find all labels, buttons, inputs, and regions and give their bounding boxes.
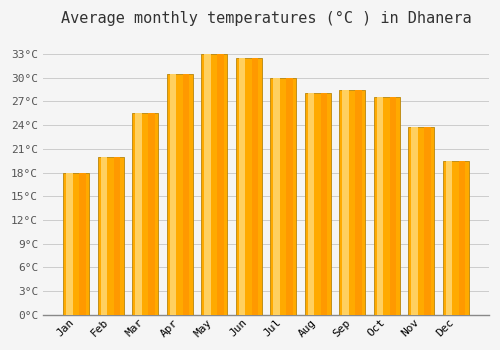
Bar — [274, 78, 280, 315]
Bar — [239, 58, 246, 315]
Bar — [321, 93, 328, 315]
Bar — [377, 97, 384, 315]
Bar — [459, 161, 466, 315]
Bar — [201, 54, 227, 315]
Bar — [356, 90, 362, 315]
Bar — [101, 157, 107, 315]
Bar — [132, 113, 158, 315]
Bar — [66, 173, 73, 315]
Bar — [339, 90, 365, 315]
Bar — [304, 93, 330, 315]
Bar — [114, 157, 120, 315]
Bar — [80, 173, 86, 315]
Bar — [286, 78, 293, 315]
Bar — [98, 157, 124, 315]
Title: Average monthly temperatures (°C ) in Dhanera: Average monthly temperatures (°C ) in Dh… — [60, 11, 471, 26]
Bar — [218, 54, 224, 315]
Bar — [374, 97, 400, 315]
Bar — [308, 93, 314, 315]
Bar — [342, 90, 349, 315]
Bar — [390, 97, 396, 315]
Bar — [148, 113, 155, 315]
Bar — [204, 54, 211, 315]
Bar — [442, 161, 468, 315]
Bar — [236, 58, 262, 315]
Bar — [252, 58, 258, 315]
Bar — [170, 74, 176, 315]
Bar — [183, 74, 190, 315]
Bar — [63, 173, 89, 315]
Bar — [270, 78, 296, 315]
Bar — [412, 127, 418, 315]
Bar — [424, 127, 431, 315]
Bar — [136, 113, 142, 315]
Bar — [166, 74, 192, 315]
Bar — [446, 161, 452, 315]
Bar — [408, 127, 434, 315]
